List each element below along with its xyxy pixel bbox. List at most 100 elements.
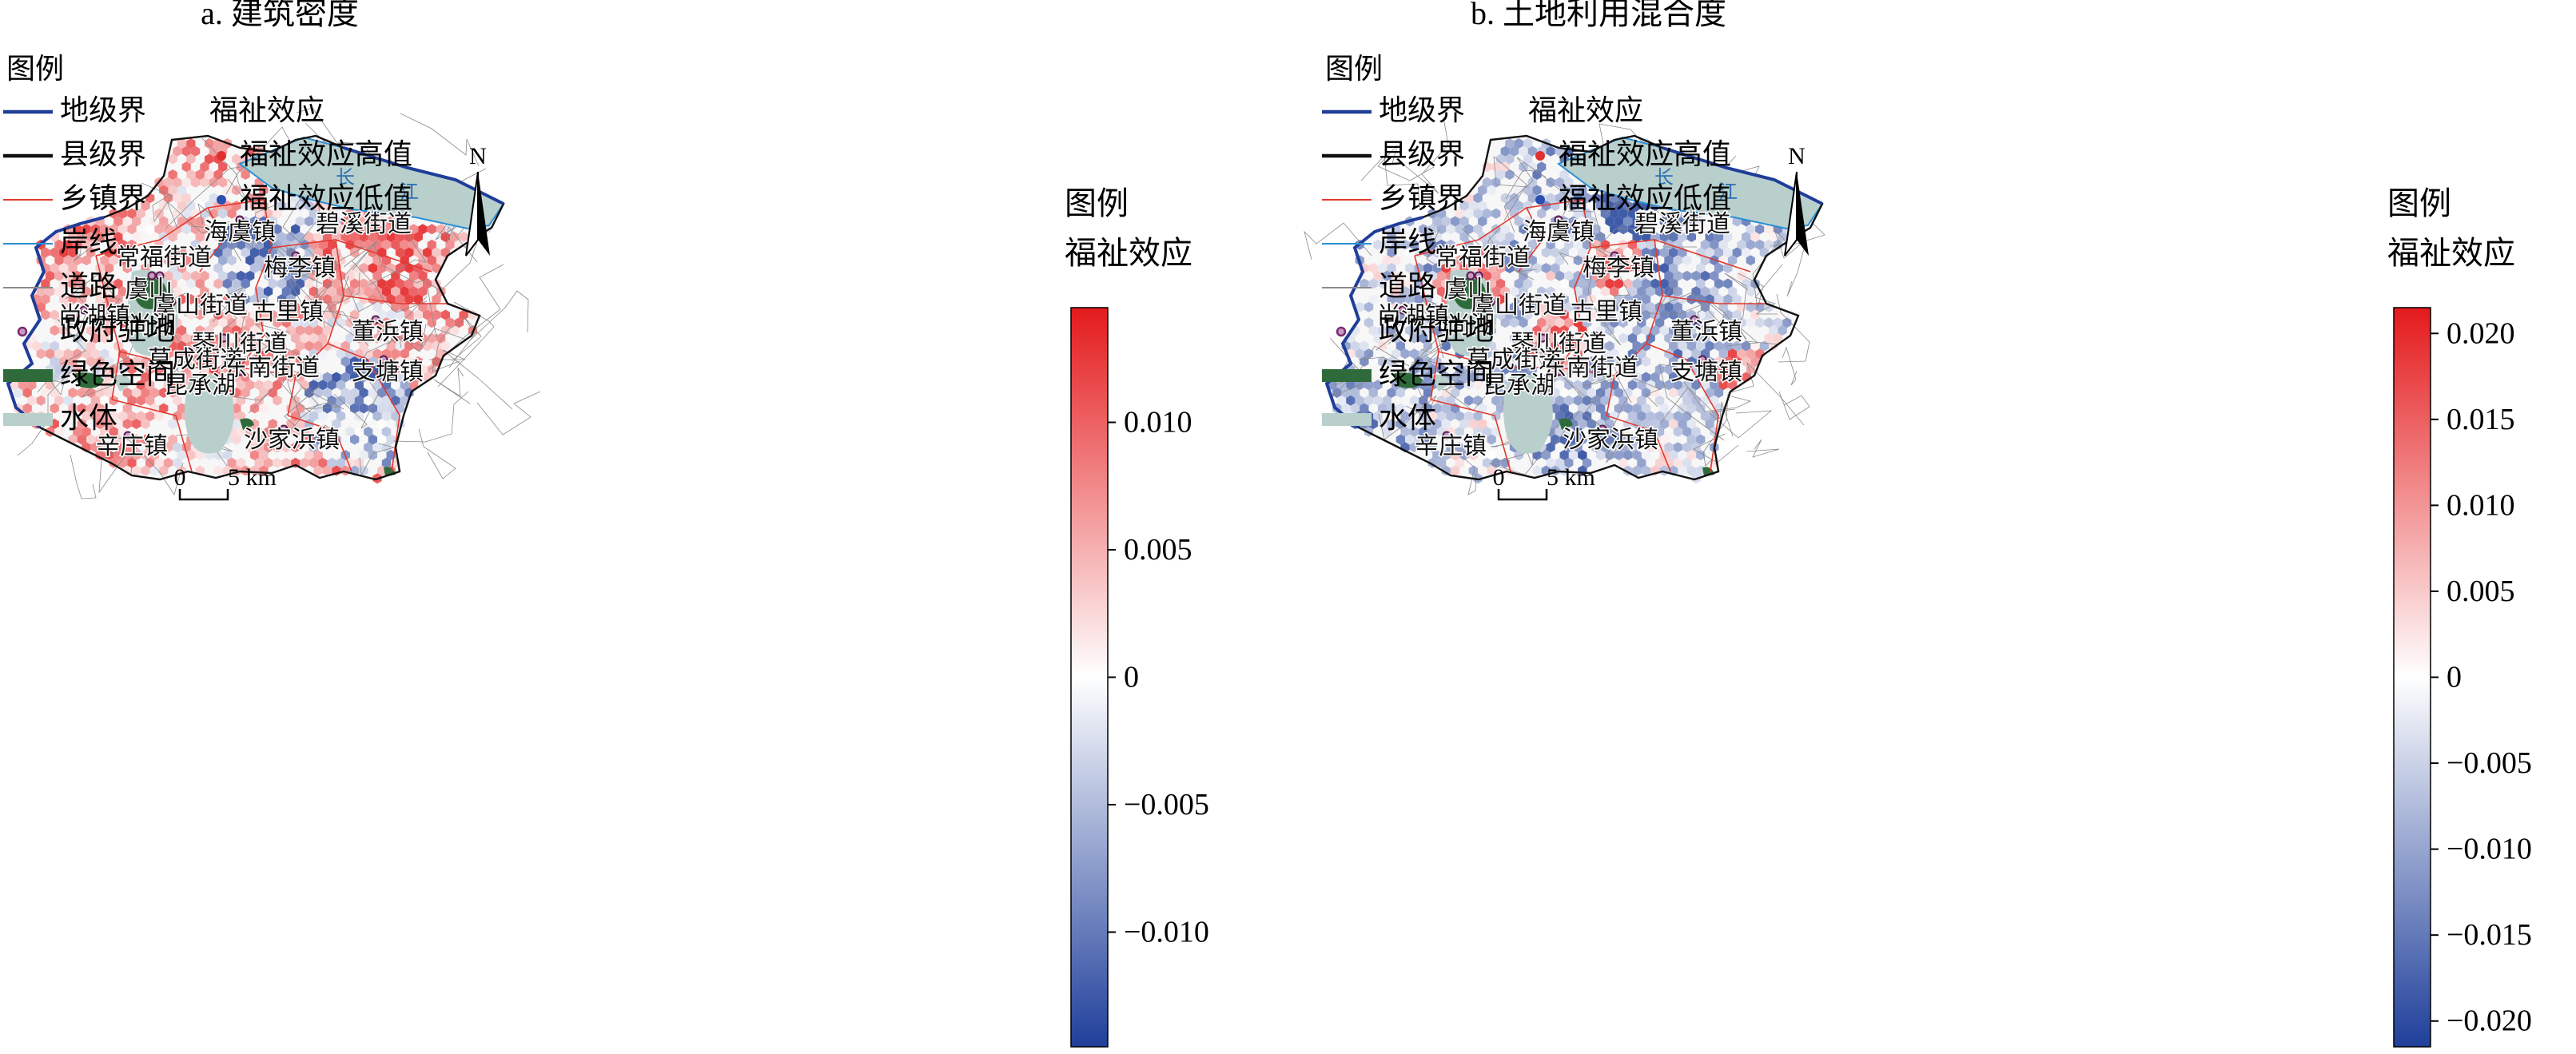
hex-cell xyxy=(1532,294,1542,304)
hex-cell xyxy=(313,465,323,476)
hex-cell xyxy=(395,263,405,273)
hex-cell xyxy=(104,419,114,429)
hex-cell xyxy=(1669,388,1678,398)
hex-cell xyxy=(1659,278,1669,289)
hex-cell xyxy=(1664,442,1674,453)
hex-cell xyxy=(377,216,387,227)
road xyxy=(221,332,289,361)
hex-cell xyxy=(259,294,269,304)
hex-cell xyxy=(1673,255,1682,266)
road xyxy=(73,227,109,262)
hex-cell xyxy=(1559,169,1569,180)
hex-cell xyxy=(1669,419,1678,429)
hex-cell xyxy=(1646,286,1655,297)
hex-cell xyxy=(1382,255,1392,266)
hex-cell xyxy=(413,247,423,258)
hex-cell xyxy=(345,395,355,406)
hex-cell xyxy=(100,224,109,235)
hex-cell xyxy=(291,270,301,281)
place-label: 古里镇 xyxy=(1571,299,1642,325)
hex-cell xyxy=(1732,247,1742,258)
hex-cell xyxy=(195,278,205,289)
place-label: 昆承湖 xyxy=(164,372,236,399)
hex-cell xyxy=(1710,364,1719,375)
hex-cell xyxy=(95,232,105,242)
hex-cell xyxy=(1527,239,1537,250)
hex-cell xyxy=(227,364,237,375)
hex-cell xyxy=(1769,325,1778,336)
hex-cell xyxy=(1400,332,1410,344)
hex-cell xyxy=(1373,270,1383,281)
hex-cell xyxy=(281,301,291,312)
hex-cell xyxy=(1587,309,1596,320)
hex-cell xyxy=(395,232,405,242)
hex-cell xyxy=(54,411,64,422)
hex-cell xyxy=(27,395,37,406)
hex-cell xyxy=(186,294,196,304)
hex-cell xyxy=(1673,426,1682,437)
hex-cell xyxy=(1392,332,1401,344)
hex-cell xyxy=(173,442,182,453)
hex-cell xyxy=(177,450,187,460)
hex-cell xyxy=(1646,332,1655,344)
hex-cell xyxy=(1523,340,1533,352)
hex-cell xyxy=(109,301,118,312)
hex-cell xyxy=(1573,411,1583,422)
township-boundary xyxy=(1558,199,1591,368)
hex-cell xyxy=(1478,263,1487,273)
hex-cell xyxy=(218,457,228,468)
hex-cell xyxy=(90,395,101,406)
hex-cell xyxy=(1500,208,1510,219)
hex-cell xyxy=(1432,419,1442,429)
colorbar-tick-label: 0.010 xyxy=(2447,488,2515,522)
legend-item-label: 道路 xyxy=(1379,270,1436,302)
hex-cell xyxy=(36,301,46,312)
hex-cell xyxy=(173,348,182,360)
legend-item-label: 乡镇界 xyxy=(60,182,146,214)
hex-cell xyxy=(273,380,282,391)
hex-cell xyxy=(1627,255,1638,266)
hex-cell xyxy=(100,411,109,422)
hex-cell xyxy=(1664,332,1674,344)
hex-cell xyxy=(1514,185,1523,196)
hex-cell xyxy=(141,465,150,476)
road xyxy=(1378,374,1426,440)
township-boundary xyxy=(287,415,352,472)
hex-cell xyxy=(1610,224,1619,235)
hex-cell xyxy=(145,255,155,266)
hex-cell xyxy=(1436,270,1447,281)
hex-cell xyxy=(1364,380,1374,391)
hex-cell xyxy=(1555,224,1565,235)
hex-cell xyxy=(400,286,409,297)
hex-cell xyxy=(1555,457,1565,468)
road xyxy=(296,107,374,162)
hex-cell xyxy=(1505,232,1515,242)
hex-cell xyxy=(1614,278,1623,289)
hex-cell xyxy=(249,325,260,336)
hex-cell xyxy=(1482,426,1492,437)
government-seat-marker xyxy=(351,213,360,222)
hex-cell xyxy=(173,255,182,266)
hex-cell xyxy=(1395,278,1405,289)
hex-cell xyxy=(1423,325,1433,336)
hex-cell xyxy=(1532,325,1542,336)
hex-cell xyxy=(1641,294,1651,304)
scale-label: 5 km xyxy=(1547,464,1595,491)
hex-cell xyxy=(1436,255,1447,266)
hex-cell xyxy=(1605,309,1614,320)
hex-cell xyxy=(1673,411,1682,422)
hex-cell xyxy=(1596,434,1606,445)
hex-cell xyxy=(1546,145,1555,157)
hex-cell xyxy=(222,450,232,460)
hex-cell xyxy=(1654,380,1665,391)
hex-cell xyxy=(1419,364,1428,375)
hex-cell xyxy=(1700,317,1710,328)
hex-cell xyxy=(63,270,73,281)
hex-cell xyxy=(113,434,123,445)
hex-cell xyxy=(1596,232,1606,242)
hex-cell xyxy=(313,294,323,304)
hex-cell xyxy=(1632,465,1642,476)
hex-cell xyxy=(377,388,387,398)
township-boundary xyxy=(1414,199,1583,257)
place-label: 支塘镇 xyxy=(1670,359,1742,385)
